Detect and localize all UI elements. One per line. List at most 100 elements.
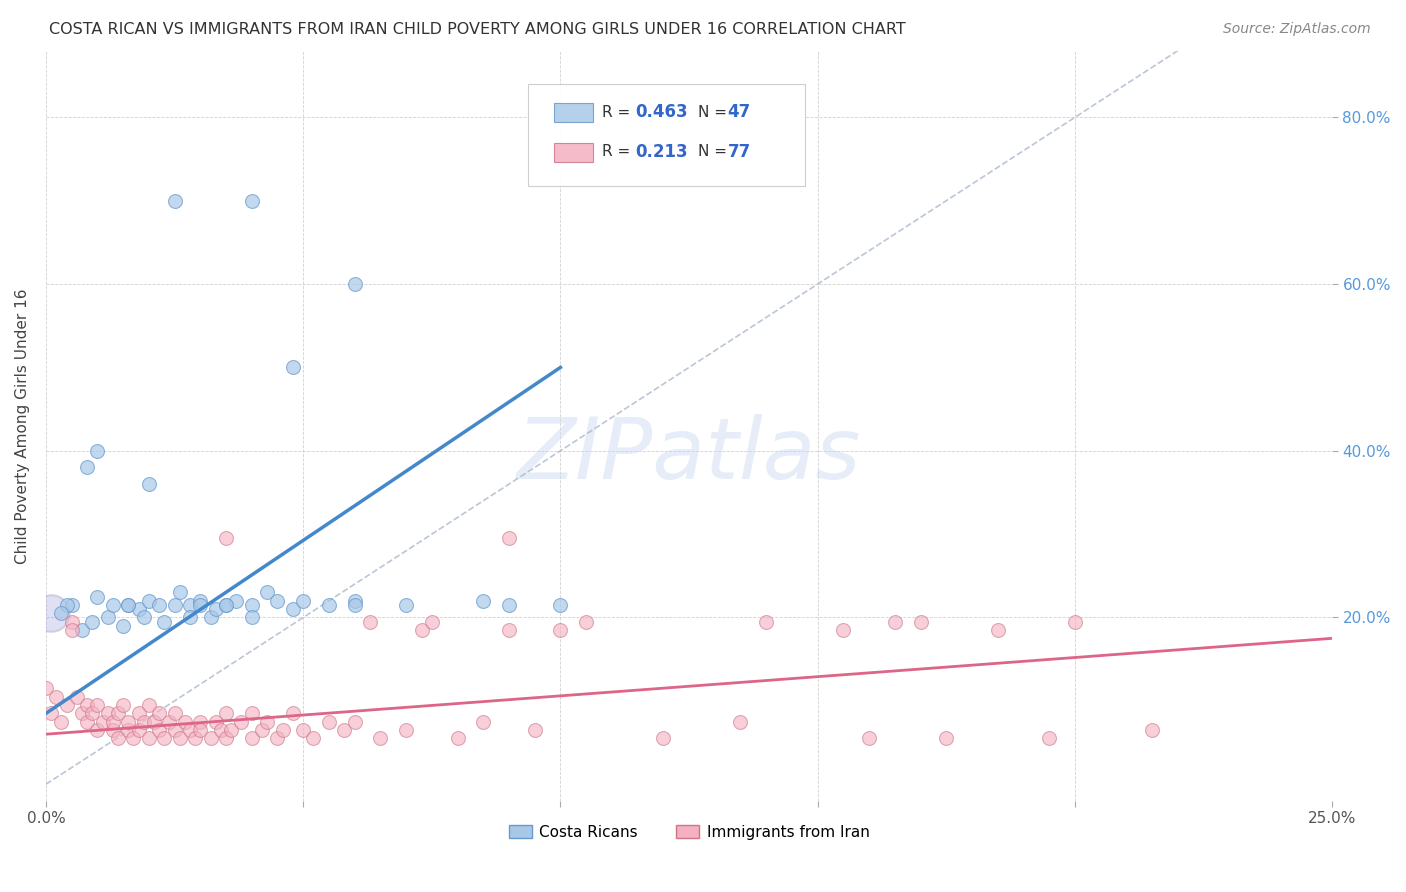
Point xyxy=(359,615,381,629)
Point xyxy=(333,723,356,737)
Point xyxy=(112,698,135,712)
Point xyxy=(292,723,315,737)
Point xyxy=(343,594,366,608)
Point xyxy=(240,610,263,624)
Point xyxy=(755,615,778,629)
Point xyxy=(117,598,139,612)
Text: 47: 47 xyxy=(728,103,751,121)
Point xyxy=(910,615,932,629)
Point xyxy=(153,731,176,746)
Point xyxy=(987,623,1010,637)
Point xyxy=(163,194,186,208)
Point xyxy=(188,723,211,737)
Point xyxy=(122,731,145,746)
Point xyxy=(179,723,201,737)
Point xyxy=(97,706,120,721)
Point xyxy=(153,615,176,629)
Point xyxy=(550,623,572,637)
Point xyxy=(652,731,675,746)
Point xyxy=(550,598,572,612)
Point xyxy=(240,598,263,612)
Point xyxy=(498,623,520,637)
Point xyxy=(91,714,114,729)
Point xyxy=(266,731,288,746)
Point xyxy=(148,706,170,721)
Point xyxy=(60,598,83,612)
Point xyxy=(39,706,62,721)
Point xyxy=(188,714,211,729)
Point xyxy=(240,731,263,746)
Point xyxy=(82,706,104,721)
Point xyxy=(204,602,226,616)
Point xyxy=(51,714,73,729)
Point xyxy=(343,598,366,612)
Bar xyxy=(554,143,592,161)
Point xyxy=(370,731,392,746)
Legend: Costa Ricans, Immigrants from Iran: Costa Ricans, Immigrants from Iran xyxy=(502,819,876,846)
Point xyxy=(231,714,253,729)
Point xyxy=(256,714,278,729)
Point xyxy=(70,623,93,637)
Point xyxy=(200,610,222,624)
Point xyxy=(281,706,304,721)
Point xyxy=(60,623,83,637)
Y-axis label: Child Poverty Among Girls Under 16: Child Poverty Among Girls Under 16 xyxy=(15,288,30,564)
Point xyxy=(101,598,124,612)
Point xyxy=(292,594,315,608)
Point xyxy=(215,598,238,612)
Point xyxy=(107,731,129,746)
Point xyxy=(148,723,170,737)
Point xyxy=(117,714,139,729)
Point xyxy=(209,723,232,737)
Point xyxy=(215,598,238,612)
Point xyxy=(281,602,304,616)
Point xyxy=(143,714,166,729)
Point xyxy=(70,706,93,721)
Point xyxy=(472,714,495,729)
Point xyxy=(343,714,366,729)
Point xyxy=(76,460,98,475)
Point xyxy=(86,723,108,737)
Text: 77: 77 xyxy=(728,143,751,161)
Point xyxy=(204,714,226,729)
Point xyxy=(858,731,880,746)
Point xyxy=(112,619,135,633)
Point xyxy=(76,714,98,729)
Point xyxy=(45,690,67,704)
Point xyxy=(240,706,263,721)
Text: Source: ZipAtlas.com: Source: ZipAtlas.com xyxy=(1223,22,1371,37)
Text: COSTA RICAN VS IMMIGRANTS FROM IRAN CHILD POVERTY AMONG GIRLS UNDER 16 CORRELATI: COSTA RICAN VS IMMIGRANTS FROM IRAN CHIL… xyxy=(49,22,905,37)
Point xyxy=(420,615,443,629)
Point xyxy=(240,194,263,208)
Point xyxy=(318,714,340,729)
Point xyxy=(318,598,340,612)
Point xyxy=(1038,731,1060,746)
Point xyxy=(832,623,855,637)
Point xyxy=(883,615,905,629)
Point xyxy=(281,360,304,375)
Point xyxy=(395,598,418,612)
Point xyxy=(128,602,150,616)
Point xyxy=(148,598,170,612)
Point xyxy=(1063,615,1085,629)
Point xyxy=(51,607,73,621)
Point xyxy=(117,598,139,612)
Point xyxy=(163,723,186,737)
FancyBboxPatch shape xyxy=(529,85,804,186)
Point xyxy=(188,598,211,612)
Point xyxy=(215,531,238,545)
Point xyxy=(128,723,150,737)
Point xyxy=(55,698,77,712)
Text: ZIPatlas: ZIPatlas xyxy=(517,414,860,497)
Text: R =: R = xyxy=(602,104,634,120)
Point xyxy=(225,594,247,608)
Point xyxy=(117,723,139,737)
Point xyxy=(219,723,242,737)
Point xyxy=(86,590,108,604)
Point xyxy=(266,594,288,608)
Bar xyxy=(554,103,592,122)
Text: 0.213: 0.213 xyxy=(636,143,688,161)
Point xyxy=(200,731,222,746)
Text: N =: N = xyxy=(697,104,733,120)
Point xyxy=(411,623,433,637)
